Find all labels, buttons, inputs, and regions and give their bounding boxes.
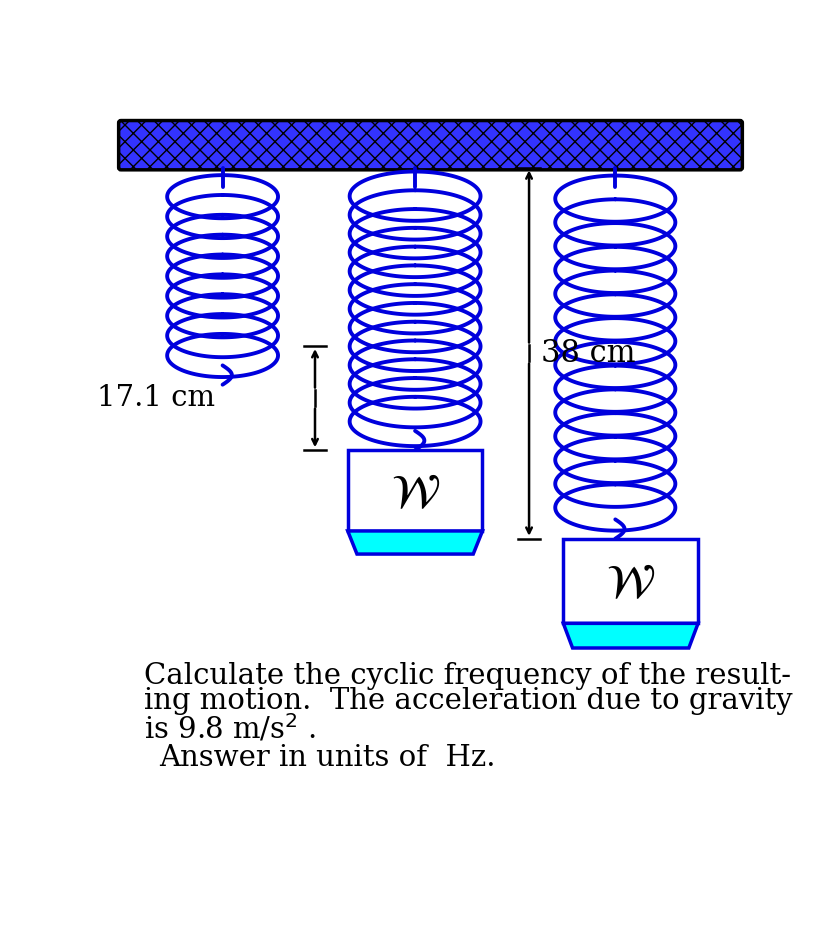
Text: is 9.8 m/s$^2$ .: is 9.8 m/s$^2$ . <box>144 713 317 744</box>
Text: Answer in units of  Hz.: Answer in units of Hz. <box>160 744 496 772</box>
Polygon shape <box>564 623 698 648</box>
Text: 17.1 cm: 17.1 cm <box>97 384 215 412</box>
Bar <box>348 450 482 531</box>
Bar <box>564 539 698 623</box>
Text: $\mathcal{W}$: $\mathcal{W}$ <box>606 562 655 607</box>
Polygon shape <box>348 531 482 554</box>
Text: 38 cm: 38 cm <box>541 337 635 369</box>
Text: $\mathcal{W}$: $\mathcal{W}$ <box>391 472 439 517</box>
Text: Calculate the cyclic frequency of the result-: Calculate the cyclic frequency of the re… <box>144 662 791 690</box>
FancyBboxPatch shape <box>118 120 743 170</box>
Text: ing motion.  The acceleration due to gravity: ing motion. The acceleration due to grav… <box>144 687 793 715</box>
